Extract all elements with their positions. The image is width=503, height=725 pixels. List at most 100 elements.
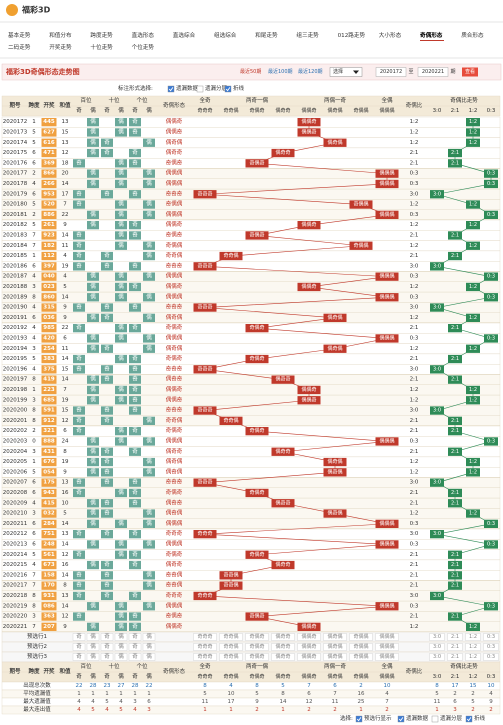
- preselect-cell[interactable]: [100, 653, 114, 661]
- sum-cell: 8: [63, 449, 67, 455]
- preselect-cell[interactable]: [323, 633, 347, 641]
- preselect-cell[interactable]: [349, 653, 373, 661]
- preselect-cell[interactable]: [245, 653, 269, 661]
- preselect-cell[interactable]: [142, 643, 156, 651]
- footer-option[interactable]: 遗漏分层: [440, 714, 463, 722]
- preselect-cell[interactable]: [86, 633, 100, 641]
- preselect-cell[interactable]: [72, 633, 86, 641]
- preselect-cell[interactable]: [128, 633, 142, 641]
- sum-cell: 12: [62, 552, 69, 558]
- range-link[interactable]: 最近100期: [268, 68, 293, 75]
- nav-tab[interactable]: 大小形态: [379, 31, 402, 39]
- footer-checkbox[interactable]: [355, 715, 363, 723]
- option-checkbox[interactable]: [167, 85, 175, 93]
- preselect-cell[interactable]: [245, 643, 269, 651]
- nav-tab[interactable]: 奇偶形态: [420, 31, 443, 39]
- preselect-cell[interactable]: [142, 633, 156, 641]
- from-input[interactable]: [375, 67, 407, 77]
- nav-tab[interactable]: 和值分布: [49, 31, 72, 39]
- preselect-cell[interactable]: [465, 633, 481, 641]
- footer-checkbox[interactable]: [465, 715, 473, 723]
- nav-tab[interactable]: 和尾走势: [255, 31, 278, 39]
- preselect-cell[interactable]: [271, 653, 295, 661]
- submit-label[interactable]: 查看: [465, 68, 475, 75]
- to-input[interactable]: [417, 67, 449, 77]
- nav-tab[interactable]: 开奖走势: [49, 43, 72, 51]
- parity-highlight: [143, 457, 155, 467]
- nav-tab[interactable]: 组三走势: [296, 31, 319, 39]
- option-label[interactable]: 折线: [233, 84, 245, 92]
- parity-cell: 奇: [76, 230, 82, 238]
- preselect-cell[interactable]: [375, 643, 399, 651]
- ratio-marker: [430, 478, 444, 487]
- preselect-cell[interactable]: [465, 643, 481, 651]
- preselect-cell-label: 奇奇奇: [197, 653, 212, 660]
- nav-tab[interactable]: 基本走势: [8, 31, 31, 39]
- preselect-cell[interactable]: [323, 653, 347, 661]
- footer-checkbox[interactable]: [397, 715, 405, 723]
- preselect-cell[interactable]: [349, 633, 373, 641]
- nav-tab[interactable]: 012路走势: [338, 31, 366, 39]
- preselect-cell[interactable]: [271, 633, 295, 641]
- preselect-cell[interactable]: [114, 643, 128, 651]
- preselect-cell[interactable]: [100, 643, 114, 651]
- range-link[interactable]: 最近50期: [240, 68, 261, 75]
- footer-checkbox[interactable]: [431, 715, 439, 723]
- preselect-cell[interactable]: [483, 643, 499, 651]
- nav-tab[interactable]: 组选综合: [214, 31, 237, 39]
- preselect-cell[interactable]: [100, 633, 114, 641]
- preselect-cell[interactable]: [193, 643, 217, 651]
- preselect-cell[interactable]: [245, 633, 269, 641]
- preselect-cell[interactable]: [72, 643, 86, 651]
- preselect-cell[interactable]: [142, 653, 156, 661]
- footer-option[interactable]: 折线: [474, 714, 486, 722]
- nav-tab[interactable]: 质合形态: [461, 31, 484, 39]
- preselect-cell[interactable]: [447, 653, 463, 661]
- preselect-cell[interactable]: [297, 633, 321, 641]
- range-link[interactable]: 最近120期: [298, 68, 323, 75]
- option-checkbox[interactable]: [224, 85, 232, 93]
- preselect-cell[interactable]: [219, 653, 243, 661]
- nav-tab[interactable]: 直选综合: [173, 31, 196, 39]
- nav-tab[interactable]: 个位走势: [132, 43, 155, 51]
- preselect-cell[interactable]: [297, 643, 321, 651]
- preselect-cell[interactable]: [483, 653, 499, 661]
- option-checkbox[interactable]: [196, 85, 204, 93]
- preselect-cell[interactable]: [429, 643, 445, 651]
- preselect-cell[interactable]: [86, 653, 100, 661]
- footer-option[interactable]: 预选行显示: [364, 714, 392, 722]
- footer-option[interactable]: 遗漏数据: [406, 714, 429, 722]
- preselect-cell[interactable]: [447, 633, 463, 641]
- option-label[interactable]: 遗漏分层: [205, 84, 228, 92]
- stats-value: 2: [471, 691, 475, 697]
- preselect-cell[interactable]: [219, 643, 243, 651]
- preselect-cell[interactable]: [219, 633, 243, 641]
- preselect-cell[interactable]: [375, 633, 399, 641]
- preselect-cell[interactable]: [193, 653, 217, 661]
- preselect-cell[interactable]: [86, 643, 100, 651]
- preselect-cell[interactable]: [72, 653, 86, 661]
- nav-tab[interactable]: 二码走势: [8, 43, 31, 51]
- nav-tab[interactable]: 十位走势: [90, 43, 113, 51]
- preselect-cell[interactable]: [114, 653, 128, 661]
- preselect-cell[interactable]: [429, 653, 445, 661]
- nav-tab[interactable]: 直选形态: [132, 31, 155, 39]
- preselect-cell[interactable]: [297, 653, 321, 661]
- preselect-cell[interactable]: [483, 633, 499, 641]
- preselect-cell[interactable]: [323, 643, 347, 651]
- preselect-cell[interactable]: [193, 633, 217, 641]
- option-label[interactable]: 遗漏数据: [176, 84, 199, 92]
- submit-button[interactable]: [462, 67, 478, 77]
- preselect-cell[interactable]: [447, 643, 463, 651]
- preselect-cell[interactable]: [375, 653, 399, 661]
- preselect-cell[interactable]: [349, 643, 373, 651]
- preselect-cell[interactable]: [128, 643, 142, 651]
- preselect-cell[interactable]: [128, 653, 142, 661]
- select-box[interactable]: [329, 67, 363, 77]
- preselect-cell[interactable]: [429, 633, 445, 641]
- preselect-cell[interactable]: [271, 643, 295, 651]
- ratio-marker-label: 1:2: [469, 511, 477, 517]
- preselect-cell[interactable]: [465, 653, 481, 661]
- nav-tab[interactable]: 跨度走势: [90, 31, 113, 39]
- preselect-cell[interactable]: [114, 633, 128, 641]
